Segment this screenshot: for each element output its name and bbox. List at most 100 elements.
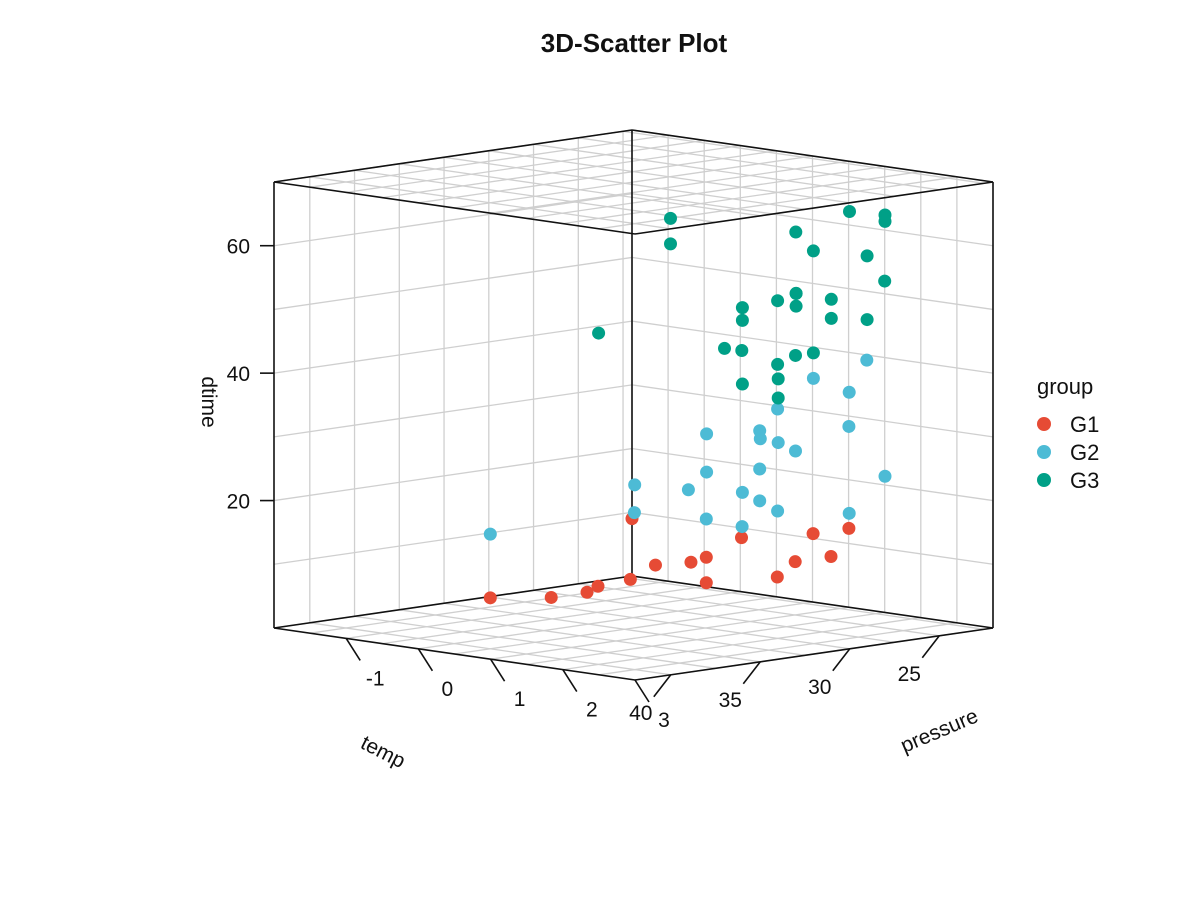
grid-line [631, 384, 994, 438]
grid-line [598, 622, 957, 676]
point-g2 [771, 436, 785, 450]
point-g3 [735, 377, 749, 391]
grid-line [454, 601, 813, 655]
axis-ticks: 20 40 60 25 30 35 40 -1 0 1 2 3 [227, 236, 940, 732]
point-g2 [628, 478, 642, 492]
grid-line [454, 155, 813, 209]
temp-tick-label: 40 [629, 702, 652, 725]
box-edge [634, 181, 994, 235]
pressure-tick [634, 679, 650, 703]
point-g1 [623, 572, 637, 586]
point-g2 [681, 483, 695, 497]
point-g3 [789, 299, 803, 313]
dtime-tick-label: 40 [227, 363, 250, 386]
point-g3 [664, 211, 677, 225]
point-g2 [806, 371, 820, 385]
legend-marker-g1 [1037, 417, 1051, 431]
grid-line [273, 511, 633, 565]
point-g1 [842, 521, 856, 535]
point-g3 [824, 292, 838, 306]
point-g3 [735, 344, 749, 358]
point-g1 [699, 576, 713, 590]
point-g1 [544, 590, 558, 604]
point-g2 [878, 469, 892, 483]
pressure-axis-label: pressure [897, 704, 981, 757]
dtime-tick-label: 60 [227, 236, 250, 259]
temp-tick [742, 661, 761, 685]
grid-line [598, 176, 957, 230]
point-g1 [580, 585, 594, 599]
pressure-tick [489, 658, 506, 682]
point-g1 [483, 591, 497, 605]
point-g2 [789, 444, 802, 458]
dtime-tick-label: 20 [227, 491, 250, 514]
point-g2 [771, 402, 785, 416]
grid-line [346, 585, 705, 640]
point-g1 [648, 558, 662, 572]
point-g3 [806, 244, 820, 258]
grid-line [273, 193, 633, 247]
legend-marker-g2 [1037, 445, 1051, 459]
point-g2 [700, 465, 714, 479]
box-edge [273, 575, 633, 629]
point-g3 [789, 348, 802, 362]
grid-line [526, 165, 885, 220]
legend: group G1 G2 G3 [1037, 374, 1099, 493]
point-g3 [592, 326, 606, 340]
point-g3 [789, 286, 803, 300]
pressure-tick-label: 2 [586, 699, 598, 722]
grid-line [273, 320, 633, 374]
point-g3 [664, 237, 677, 251]
temp-tick-label: 25 [898, 663, 921, 686]
point-g3 [824, 311, 838, 325]
point-g3 [718, 341, 731, 355]
box-edge [634, 627, 994, 681]
legend-marker-g3 [1037, 473, 1051, 487]
data-points [483, 205, 892, 605]
box-edge [273, 181, 636, 235]
pressure-tick [345, 637, 361, 661]
point-g3 [771, 372, 785, 386]
point-g3 [860, 249, 874, 263]
box-edge [631, 129, 994, 183]
point-g2 [735, 520, 749, 534]
grid-line [310, 580, 669, 634]
box-frame [273, 129, 994, 681]
point-g2 [700, 427, 714, 441]
point-g3 [843, 205, 856, 219]
box-edge [273, 129, 633, 183]
point-g1 [770, 570, 784, 584]
pressure-tick [417, 648, 434, 672]
legend-label-g1: G1 [1070, 412, 1099, 437]
point-g1 [824, 549, 838, 563]
grid-line [382, 144, 741, 199]
grid-line [273, 447, 633, 502]
pressure-tick-label: -1 [366, 667, 385, 690]
point-g2 [842, 385, 856, 399]
point-g3 [735, 313, 749, 327]
point-g2 [753, 462, 767, 476]
grid-line [631, 193, 994, 247]
point-g1 [806, 527, 820, 541]
pressure-tick [562, 669, 578, 693]
point-g1 [684, 555, 698, 569]
pressure-tick-label: 1 [514, 688, 526, 711]
grid-line [382, 590, 741, 645]
point-g2 [860, 353, 874, 367]
legend-label-g3: G3 [1070, 468, 1099, 493]
point-g3 [771, 294, 785, 308]
point-g1 [591, 579, 605, 593]
grid-line [631, 447, 994, 502]
point-g3 [860, 313, 874, 327]
grid-line [273, 384, 633, 438]
grid-line [418, 150, 777, 204]
grid-line [526, 611, 885, 666]
point-g2 [753, 494, 767, 508]
grid-line [346, 139, 705, 194]
chart-title: 3D-Scatter Plot [541, 28, 728, 58]
point-g2 [627, 506, 641, 520]
point-g2 [842, 506, 856, 520]
temp-tick-label: 35 [719, 689, 742, 712]
grid-line [562, 170, 921, 225]
